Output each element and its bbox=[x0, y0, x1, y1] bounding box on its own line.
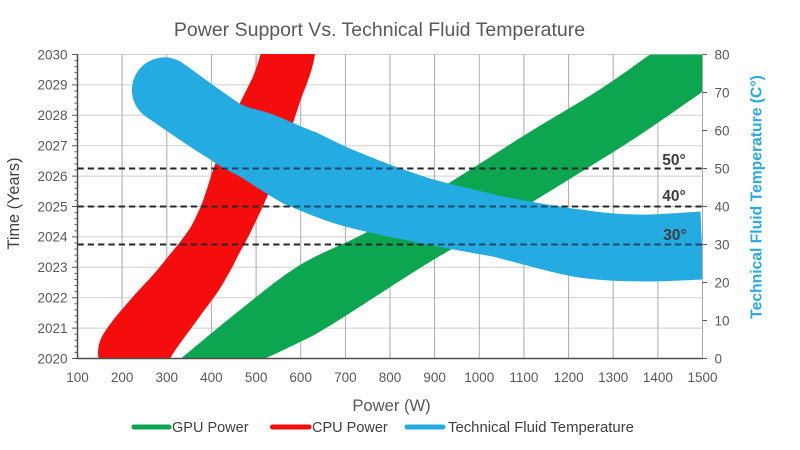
svg-text:Power (W): Power (W) bbox=[352, 396, 430, 415]
svg-text:2027: 2027 bbox=[37, 139, 67, 154]
svg-text:1100: 1100 bbox=[509, 370, 538, 385]
svg-text:2021: 2021 bbox=[37, 321, 67, 336]
svg-text:1300: 1300 bbox=[598, 370, 628, 385]
svg-text:50°: 50° bbox=[662, 152, 685, 169]
svg-text:1500: 1500 bbox=[687, 370, 717, 385]
svg-text:2024: 2024 bbox=[37, 230, 68, 245]
svg-text:GPU Power: GPU Power bbox=[172, 420, 249, 436]
svg-text:20: 20 bbox=[715, 275, 730, 290]
svg-text:900: 900 bbox=[423, 370, 446, 385]
svg-text:50: 50 bbox=[715, 161, 730, 176]
svg-text:2025: 2025 bbox=[37, 199, 67, 214]
svg-text:2026: 2026 bbox=[37, 169, 67, 184]
svg-text:2023: 2023 bbox=[37, 260, 67, 275]
svg-text:600: 600 bbox=[289, 370, 312, 385]
svg-text:2029: 2029 bbox=[37, 78, 67, 93]
svg-text:2020: 2020 bbox=[37, 351, 67, 366]
svg-text:10: 10 bbox=[715, 313, 730, 328]
svg-text:1000: 1000 bbox=[464, 370, 494, 385]
svg-text:70: 70 bbox=[715, 85, 730, 100]
svg-text:30°: 30° bbox=[663, 227, 686, 244]
svg-text:300: 300 bbox=[156, 370, 179, 385]
svg-text:Technical Fluid Temperature: Technical Fluid Temperature bbox=[448, 420, 634, 436]
svg-text:40: 40 bbox=[715, 199, 730, 214]
svg-text:700: 700 bbox=[334, 370, 357, 385]
svg-text:CPU Power: CPU Power bbox=[312, 420, 388, 436]
svg-text:400: 400 bbox=[200, 370, 223, 385]
svg-text:Power Support Vs. Technical Fl: Power Support Vs. Technical Fluid Temper… bbox=[174, 19, 585, 41]
svg-text:2030: 2030 bbox=[37, 47, 67, 62]
svg-text:Time (Years): Time (Years) bbox=[5, 158, 23, 250]
svg-text:800: 800 bbox=[379, 370, 402, 385]
svg-text:100: 100 bbox=[66, 370, 89, 385]
svg-text:80: 80 bbox=[715, 47, 730, 62]
svg-text:30: 30 bbox=[715, 237, 730, 252]
svg-text:2028: 2028 bbox=[37, 108, 67, 123]
svg-text:Technical Fluid Temperature (C: Technical Fluid Temperature (C°) bbox=[749, 75, 766, 319]
svg-text:1400: 1400 bbox=[643, 370, 673, 385]
svg-text:0: 0 bbox=[715, 351, 723, 366]
svg-text:60: 60 bbox=[715, 123, 730, 138]
svg-text:2022: 2022 bbox=[37, 291, 67, 306]
svg-text:200: 200 bbox=[111, 370, 134, 385]
svg-text:1200: 1200 bbox=[554, 370, 584, 385]
svg-text:40°: 40° bbox=[662, 188, 685, 205]
svg-text:500: 500 bbox=[245, 370, 268, 385]
